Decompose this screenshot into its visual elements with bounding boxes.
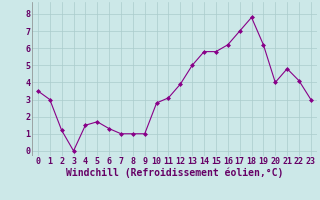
X-axis label: Windchill (Refroidissement éolien,°C): Windchill (Refroidissement éolien,°C) xyxy=(66,168,283,178)
